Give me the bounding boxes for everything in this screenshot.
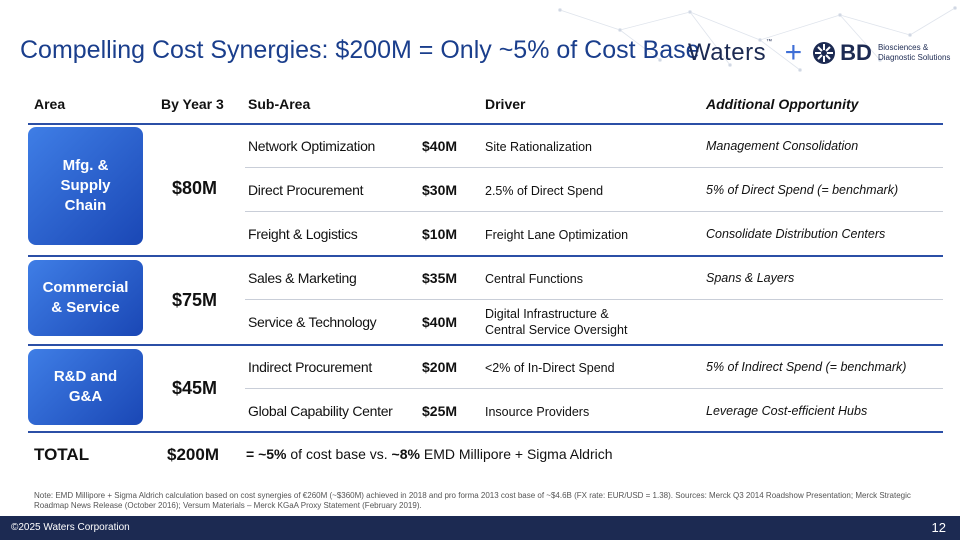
total-note-text: of cost base vs. xyxy=(286,446,392,462)
amount-cell: $40M xyxy=(422,138,458,154)
driver-cell: Central Functions xyxy=(485,272,583,286)
page-number: 12 xyxy=(931,520,946,535)
logo-group: Waters™ + BD Biosciences & Diagnostic Sol… xyxy=(688,38,950,68)
driver-line: Central Service Oversight xyxy=(485,323,628,337)
sub-area-cell: Direct Procurement xyxy=(248,182,364,198)
footer-bar: ©2025 Waters Corporation 12 xyxy=(0,516,960,540)
area-label-line: R&D and xyxy=(53,368,118,385)
driver-cell: Insource Providers xyxy=(485,405,590,419)
area-box-commercial-service: Commercial & Service xyxy=(28,260,143,336)
area-label-line: Commercial xyxy=(42,279,129,296)
driver-cell: Digital Infrastructure & Central Service … xyxy=(485,306,627,338)
divider xyxy=(28,123,943,125)
sub-area-cell: Sales & Marketing xyxy=(248,270,357,286)
amount-cell: $30M xyxy=(422,182,458,198)
opportunity-cell: Spans & Layers xyxy=(706,271,795,285)
bd-sub-line2: Diagnostic Solutions xyxy=(877,53,951,62)
opportunity-cell: 5% of Indirect Spend (= benchmark) xyxy=(706,360,907,374)
row-divider xyxy=(245,211,943,212)
area-box-mfg-supply-chain: Mfg. & Supply Chain xyxy=(28,127,143,245)
area-box-rd-ga: R&D and G&A xyxy=(28,349,143,425)
divider xyxy=(28,255,943,257)
driver-cell: Site Rationalization xyxy=(485,140,593,154)
waters-logo: Waters™ xyxy=(688,39,773,67)
header-by-year-3: By Year 3 xyxy=(161,96,224,112)
area-label-line: Chain xyxy=(64,197,107,214)
amount-cell: $20M xyxy=(422,359,458,375)
header-additional-opportunity: Additional Opportunity xyxy=(706,96,859,112)
sub-area-cell: Service & Technology xyxy=(248,314,377,330)
row-divider xyxy=(245,167,943,168)
row-divider xyxy=(245,299,943,300)
area-label-line: & Service xyxy=(51,299,120,316)
amount-cell: $25M xyxy=(422,403,458,419)
total-amount: $200M xyxy=(167,445,219,464)
bd-sub-line1: Biosciences & xyxy=(877,43,929,52)
total-label: TOTAL xyxy=(34,445,90,464)
copyright: ©2025 Waters Corporation xyxy=(11,522,130,533)
driver-cell: 2.5% of Direct Spend xyxy=(485,184,604,198)
sub-area-cell: Freight & Logistics xyxy=(248,226,358,242)
opportunity-cell: Consolidate Distribution Centers xyxy=(706,227,886,241)
bd-logo-subtitle: Biosciences & Diagnostic Solutions xyxy=(878,43,950,63)
header-area: Area xyxy=(34,96,66,112)
year3-value-mfg: $80M xyxy=(172,178,218,198)
total-note: = ~5% of cost base vs. ~8% EMD Millipore… xyxy=(246,446,613,462)
waters-trademark: ™ xyxy=(766,39,773,45)
sub-area-cell: Global Capability Center xyxy=(248,403,393,419)
area-label-line: G&A xyxy=(68,388,103,405)
amount-cell: $40M xyxy=(422,314,458,330)
total-note-bold: = ~5% xyxy=(246,446,287,462)
waters-logo-text: Waters xyxy=(688,39,767,66)
bd-logo-text: BD xyxy=(840,40,872,65)
driver-cell: Freight Lane Optimization xyxy=(485,228,629,242)
total-note-bold: ~8% xyxy=(391,446,420,462)
year3-value-rd: $45M xyxy=(172,378,218,398)
area-label-line: Supply xyxy=(60,177,111,194)
area-label-line: Mfg. & xyxy=(62,157,109,174)
amount-cell: $10M xyxy=(422,226,458,242)
opportunity-cell: Management Consolidation xyxy=(706,139,859,153)
divider xyxy=(28,344,943,346)
page-title: Compelling Cost Synergies: $200M = Only … xyxy=(20,36,700,64)
opportunity-cell: Leverage Cost-efficient Hubs xyxy=(706,404,868,418)
amount-cell: $35M xyxy=(422,270,458,286)
header-driver: Driver xyxy=(485,96,526,112)
sub-area-cell: Indirect Procurement xyxy=(248,359,372,375)
year3-value-commercial: $75M xyxy=(172,290,218,310)
total-note-text: EMD Millipore + Sigma Aldrich xyxy=(419,446,613,462)
plus-sign: + xyxy=(784,36,803,69)
row-divider xyxy=(245,388,943,389)
header-sub-area: Sub-Area xyxy=(248,96,311,112)
divider xyxy=(28,431,943,433)
driver-cell: <2% of In-Direct Spend xyxy=(485,361,615,375)
driver-line: Digital Infrastructure & xyxy=(485,307,609,321)
opportunity-cell: 5% of Direct Spend (= benchmark) xyxy=(706,183,899,197)
sub-area-cell: Network Optimization xyxy=(248,138,376,154)
bd-logo-icon xyxy=(813,42,836,64)
footnote: Note: EMD Millipore + Sigma Aldrich calc… xyxy=(34,491,911,510)
